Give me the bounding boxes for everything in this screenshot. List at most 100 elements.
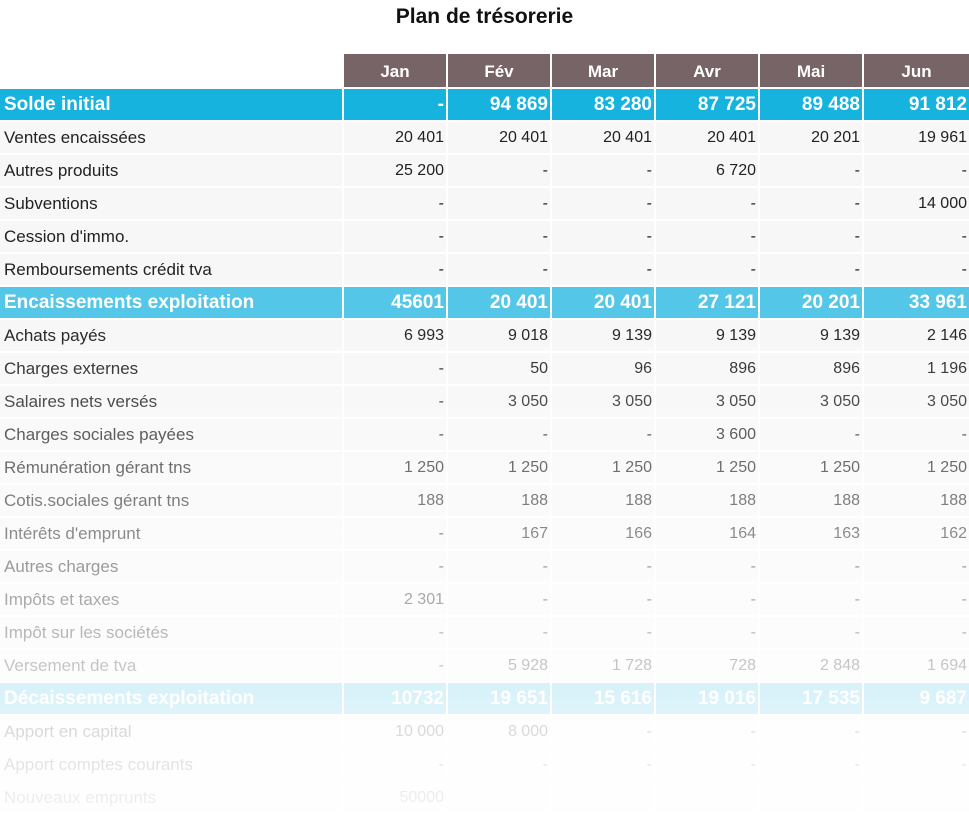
row-value: - [552, 221, 656, 254]
row-value: - [448, 551, 552, 584]
row-value: 188 [656, 485, 760, 518]
table-row: Versement de tva -5 928 1 728 728 2 848 1 694 [0, 650, 969, 683]
row-value: - [656, 617, 760, 650]
row-value: - [656, 188, 760, 221]
row-value: 2 848 [760, 650, 864, 683]
row-value: - [760, 749, 864, 782]
table-row: Apport en capital 10 000 8 000- - - - [0, 716, 969, 749]
row-value: - [552, 551, 656, 584]
row-value: - [344, 617, 448, 650]
row-value: 163 [760, 518, 864, 551]
row-value: 164 [656, 518, 760, 551]
row-label: Autres produits [0, 155, 344, 188]
row-value: - [760, 254, 864, 287]
row-label: Salaires nets versés [0, 386, 344, 419]
row-value: 27 121 [656, 287, 760, 320]
row-value: 45601 [344, 287, 448, 320]
row-value: 20 401 [656, 122, 760, 155]
row-value: - [760, 188, 864, 221]
table-row: Salaires nets versés -3 050 3 050 3 050 3 05… [0, 386, 969, 419]
row-value: 96 [552, 353, 656, 386]
row-value: 19 961 [864, 122, 969, 155]
row-value: 20 401 [344, 122, 448, 155]
row-value: - [448, 419, 552, 452]
month-header: Mai [760, 54, 864, 89]
row-value: - [760, 221, 864, 254]
row-label: Nouveaux emprunts [0, 782, 344, 815]
row-value: 50000 [344, 782, 448, 815]
table-row: Charges externes -50 96 896 896 1 196 [0, 353, 969, 386]
row-value: - [864, 617, 969, 650]
row-value: - [864, 155, 969, 188]
row-label: Versement de tva [0, 650, 344, 683]
row-value: 6 993 [344, 320, 448, 353]
row-label: Charges sociales payées [0, 419, 344, 452]
row-value: 1 250 [864, 452, 969, 485]
row-value: 20 401 [552, 287, 656, 320]
table-row: Rémunération gérant tns 1 250 1 250 1 250 1 … [0, 452, 969, 485]
row-label: Cession d'immo. [0, 221, 344, 254]
row-value: 33 961 [864, 287, 969, 320]
row-label: Apport comptes courants [0, 749, 344, 782]
row-value: 89 488 [760, 89, 864, 122]
table-row: Apport comptes courants - - - - - - [0, 749, 969, 782]
treasury-table: Jan Fév Mar Avr Mai Jun Solde initial -94… [0, 54, 969, 815]
row-value: 188 [864, 485, 969, 518]
table-row: Nouveaux emprunts 50000 [0, 782, 969, 815]
row-value [656, 782, 760, 815]
row-value: - [448, 221, 552, 254]
row-value: 728 [656, 650, 760, 683]
row-value: 17 535 [760, 683, 864, 716]
row-value: 2 146 [864, 320, 969, 353]
row-label: Autres charges [0, 551, 344, 584]
row-value: 19 651 [448, 683, 552, 716]
row-value: 2 301 [344, 584, 448, 617]
row-value: 1 250 [344, 452, 448, 485]
row-value: - [552, 419, 656, 452]
row-value: - [864, 584, 969, 617]
row-value: 167 [448, 518, 552, 551]
row-value: - [656, 254, 760, 287]
row-value: - [448, 749, 552, 782]
row-value: - [552, 584, 656, 617]
row-value: - [448, 188, 552, 221]
row-label: Achats payés [0, 320, 344, 353]
row-label: Rémunération gérant tns [0, 452, 344, 485]
month-header: Avr [656, 54, 760, 89]
table-row: Autres produits 25 200- -6 720- - [0, 155, 969, 188]
row-label: Subventions [0, 188, 344, 221]
row-value: 1 694 [864, 650, 969, 683]
row-value: - [552, 188, 656, 221]
month-header: Mar [552, 54, 656, 89]
table-row: Intérêts d'emprunt -167 166 164 163 162 [0, 518, 969, 551]
row-value: 188 [760, 485, 864, 518]
row-value: 9 139 [552, 320, 656, 353]
row-value: - [760, 155, 864, 188]
header-spacer [0, 54, 344, 89]
row-label: Cotis.sociales gérant tns [0, 485, 344, 518]
row-value: - [344, 551, 448, 584]
row-value: - [344, 221, 448, 254]
row-value: - [864, 254, 969, 287]
row-value: 188 [344, 485, 448, 518]
row-value: - [864, 716, 969, 749]
row-value: 3 050 [864, 386, 969, 419]
row-value: - [864, 419, 969, 452]
row-value: 20 401 [448, 287, 552, 320]
row-value: - [344, 419, 448, 452]
row-value: 20 401 [448, 122, 552, 155]
row-value: 20 201 [760, 122, 864, 155]
row-value: - [344, 353, 448, 386]
row-value: 87 725 [656, 89, 760, 122]
month-header: Jan [344, 54, 448, 89]
row-value: 83 280 [552, 89, 656, 122]
row-value: - [344, 650, 448, 683]
row-value: 3 050 [552, 386, 656, 419]
row-value: 1 728 [552, 650, 656, 683]
row-value: 91 812 [864, 89, 969, 122]
table-header-row: Jan Fév Mar Avr Mai Jun [0, 54, 969, 89]
row-value: 5 928 [448, 650, 552, 683]
table-row: Décaissements exploitation 10732 19 651 15 … [0, 683, 969, 716]
row-value: 10 000 [344, 716, 448, 749]
row-label: Apport en capital [0, 716, 344, 749]
